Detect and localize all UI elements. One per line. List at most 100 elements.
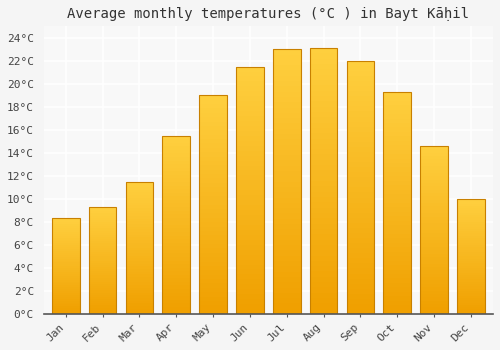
Bar xyxy=(89,207,117,314)
Bar xyxy=(457,243,485,245)
Bar xyxy=(310,160,338,165)
Bar xyxy=(384,181,411,185)
Bar xyxy=(457,273,485,275)
Bar xyxy=(200,231,227,235)
Bar xyxy=(89,250,117,252)
Bar xyxy=(420,227,448,230)
Bar xyxy=(236,146,264,151)
Bar xyxy=(457,275,485,277)
Bar xyxy=(200,174,227,178)
Bar xyxy=(273,55,300,60)
Bar xyxy=(89,224,117,226)
Bar xyxy=(52,301,80,302)
Bar xyxy=(346,147,374,152)
Bar xyxy=(236,71,264,76)
Bar xyxy=(384,141,411,145)
Bar xyxy=(310,75,338,80)
Bar xyxy=(52,245,80,247)
Bar xyxy=(236,225,264,230)
Bar xyxy=(236,260,264,265)
Bar xyxy=(236,250,264,255)
Bar xyxy=(346,248,374,253)
Bar xyxy=(346,233,374,238)
Bar xyxy=(346,309,374,314)
Bar xyxy=(236,86,264,91)
Bar xyxy=(162,186,190,189)
Bar xyxy=(89,271,117,273)
Bar xyxy=(200,191,227,196)
Bar xyxy=(273,145,300,150)
Bar xyxy=(162,307,190,310)
Bar xyxy=(384,159,411,163)
Bar xyxy=(52,293,80,295)
Bar xyxy=(457,215,485,217)
Bar xyxy=(310,197,338,202)
Bar xyxy=(236,265,264,270)
Bar xyxy=(162,150,190,153)
Bar xyxy=(52,285,80,287)
Bar xyxy=(52,260,80,262)
Bar xyxy=(89,303,117,306)
Bar xyxy=(126,197,154,200)
Bar xyxy=(273,176,300,182)
Bar xyxy=(200,121,227,126)
Title: Average monthly temperatures (°C ) in Bayt Kāḥil: Average monthly temperatures (°C ) in Ba… xyxy=(68,7,469,21)
Bar xyxy=(346,284,374,289)
Bar xyxy=(384,287,411,292)
Bar xyxy=(89,243,117,245)
Bar xyxy=(310,54,338,59)
Bar xyxy=(420,153,448,156)
Bar xyxy=(420,203,448,206)
Bar xyxy=(236,131,264,136)
Bar xyxy=(384,234,411,238)
Bar xyxy=(346,187,374,192)
Bar xyxy=(420,163,448,166)
Bar xyxy=(346,106,374,111)
Bar xyxy=(457,282,485,284)
Bar xyxy=(200,148,227,152)
Bar xyxy=(162,171,190,175)
Bar xyxy=(384,190,411,194)
Bar xyxy=(273,303,300,309)
Bar xyxy=(89,256,117,258)
Bar xyxy=(384,154,411,159)
Bar xyxy=(126,245,154,248)
Bar xyxy=(420,159,448,163)
Bar xyxy=(200,95,227,314)
Bar xyxy=(420,196,448,200)
Bar xyxy=(236,230,264,235)
Bar xyxy=(236,245,264,250)
Bar xyxy=(273,203,300,208)
Bar xyxy=(273,97,300,102)
Bar xyxy=(52,312,80,314)
Bar xyxy=(236,240,264,245)
Bar xyxy=(457,266,485,268)
Bar xyxy=(200,235,227,240)
Bar xyxy=(52,276,80,278)
Bar xyxy=(346,111,374,117)
Bar xyxy=(200,226,227,231)
Bar xyxy=(52,264,80,266)
Bar xyxy=(89,306,117,308)
Bar xyxy=(236,166,264,170)
Bar xyxy=(310,170,338,176)
Bar xyxy=(457,213,485,215)
Bar xyxy=(273,65,300,70)
Bar xyxy=(200,156,227,161)
Bar xyxy=(420,180,448,183)
Bar xyxy=(162,153,190,157)
Bar xyxy=(89,293,117,295)
Bar xyxy=(126,232,154,234)
Bar xyxy=(89,235,117,237)
Bar xyxy=(310,107,338,112)
Bar xyxy=(52,289,80,291)
Bar xyxy=(89,237,117,239)
Bar xyxy=(310,250,338,256)
Bar xyxy=(200,301,227,305)
Bar xyxy=(126,190,154,192)
Bar xyxy=(126,258,154,261)
Bar xyxy=(89,216,117,218)
Bar xyxy=(310,96,338,101)
Bar xyxy=(420,253,448,257)
Bar xyxy=(420,190,448,193)
